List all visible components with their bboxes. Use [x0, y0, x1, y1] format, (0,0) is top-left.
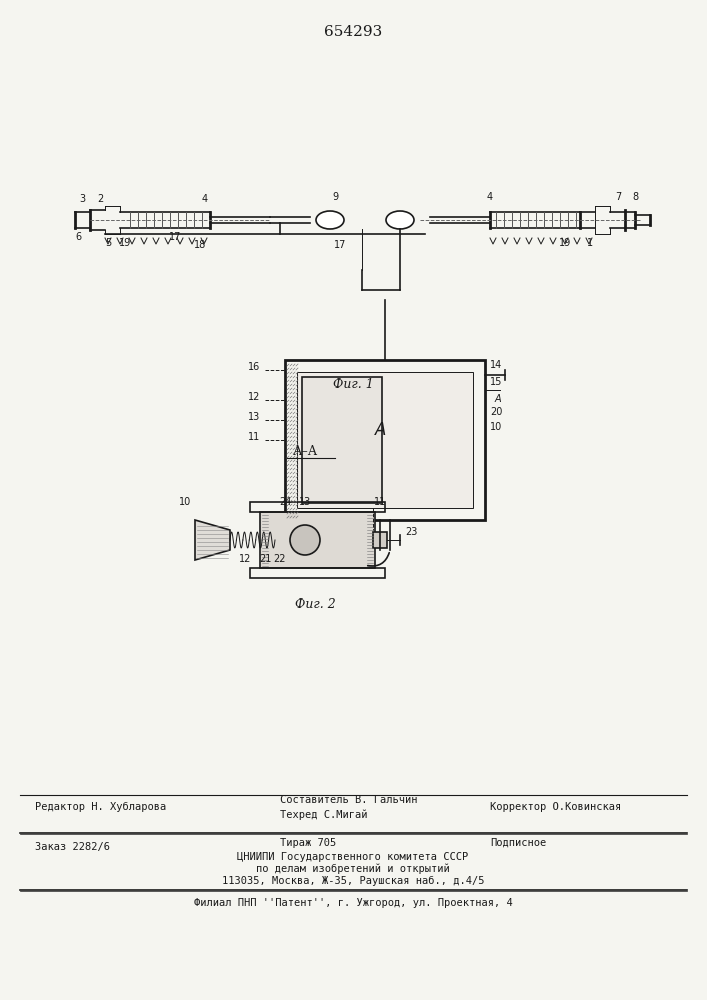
- Text: 9: 9: [332, 192, 338, 202]
- Text: 11: 11: [247, 432, 260, 442]
- Text: 12: 12: [247, 392, 260, 402]
- Text: 11: 11: [374, 497, 386, 507]
- Bar: [260, 512, 375, 568]
- Text: 21: 21: [259, 554, 271, 564]
- Text: 113035, Москва, Ж-35, Раушская наб., д.4/5: 113035, Москва, Ж-35, Раушская наб., д.4…: [222, 876, 484, 886]
- Text: A: A: [375, 421, 386, 439]
- Ellipse shape: [290, 525, 320, 555]
- Ellipse shape: [386, 211, 414, 229]
- Text: А–А: А–А: [293, 445, 317, 458]
- Text: по делам изобретений и открытий: по делам изобретений и открытий: [256, 864, 450, 874]
- Text: 19: 19: [119, 238, 131, 248]
- Text: 3: 3: [79, 194, 85, 204]
- Text: 22: 22: [274, 554, 286, 564]
- Text: 6: 6: [75, 232, 81, 242]
- Text: 4: 4: [202, 194, 208, 204]
- Text: Фиг. 2: Фиг. 2: [295, 598, 335, 611]
- Text: 15: 15: [490, 377, 503, 387]
- Polygon shape: [195, 520, 230, 560]
- Text: Тираж 705: Тираж 705: [280, 838, 337, 848]
- Text: 10: 10: [179, 497, 191, 507]
- Text: 14: 14: [490, 360, 502, 370]
- Text: 12: 12: [239, 554, 251, 564]
- Text: 2: 2: [97, 194, 103, 204]
- Text: 1: 1: [587, 238, 593, 248]
- Bar: [302, 377, 382, 503]
- Text: Техред С.Мигай: Техред С.Мигай: [280, 810, 368, 820]
- Ellipse shape: [316, 211, 344, 229]
- Bar: [297, 372, 473, 508]
- Bar: [373, 532, 387, 548]
- Bar: [250, 568, 385, 578]
- Text: Составитель В. Гальчин: Составитель В. Гальчин: [280, 795, 418, 805]
- Text: 7: 7: [615, 192, 621, 202]
- Text: 18: 18: [194, 240, 206, 250]
- Text: 13: 13: [299, 497, 311, 507]
- Text: 20: 20: [490, 407, 503, 417]
- Text: 16: 16: [247, 362, 260, 372]
- Text: Корректор О.Ковинская: Корректор О.Ковинская: [490, 802, 621, 812]
- Text: Заказ 2282/6: Заказ 2282/6: [35, 842, 110, 852]
- Text: 23: 23: [405, 527, 417, 537]
- Text: Подписное: Подписное: [490, 838, 547, 848]
- Text: 13: 13: [247, 412, 260, 422]
- Text: 8: 8: [632, 192, 638, 202]
- Text: 24: 24: [279, 497, 291, 507]
- Text: 4: 4: [487, 192, 493, 202]
- Text: Филиал ПНП ''Патент'', г. Ужгород, ул. Проектная, 4: Филиал ПНП ''Патент'', г. Ужгород, ул. П…: [194, 898, 513, 908]
- Bar: [285, 360, 485, 520]
- Text: 10: 10: [490, 422, 502, 432]
- Text: Фиг. 1: Фиг. 1: [332, 378, 373, 391]
- Text: ЦНИИПИ Государственного комитета СССР: ЦНИИПИ Государственного комитета СССР: [238, 852, 469, 862]
- Text: 654293: 654293: [324, 25, 382, 39]
- Text: Редактор Н. Хубларова: Редактор Н. Хубларова: [35, 802, 166, 812]
- Text: A: A: [495, 394, 502, 404]
- Text: 5: 5: [105, 238, 111, 248]
- Text: 17: 17: [169, 232, 181, 242]
- Text: 17: 17: [334, 240, 346, 250]
- Text: 19: 19: [559, 238, 571, 248]
- Bar: [250, 502, 385, 512]
